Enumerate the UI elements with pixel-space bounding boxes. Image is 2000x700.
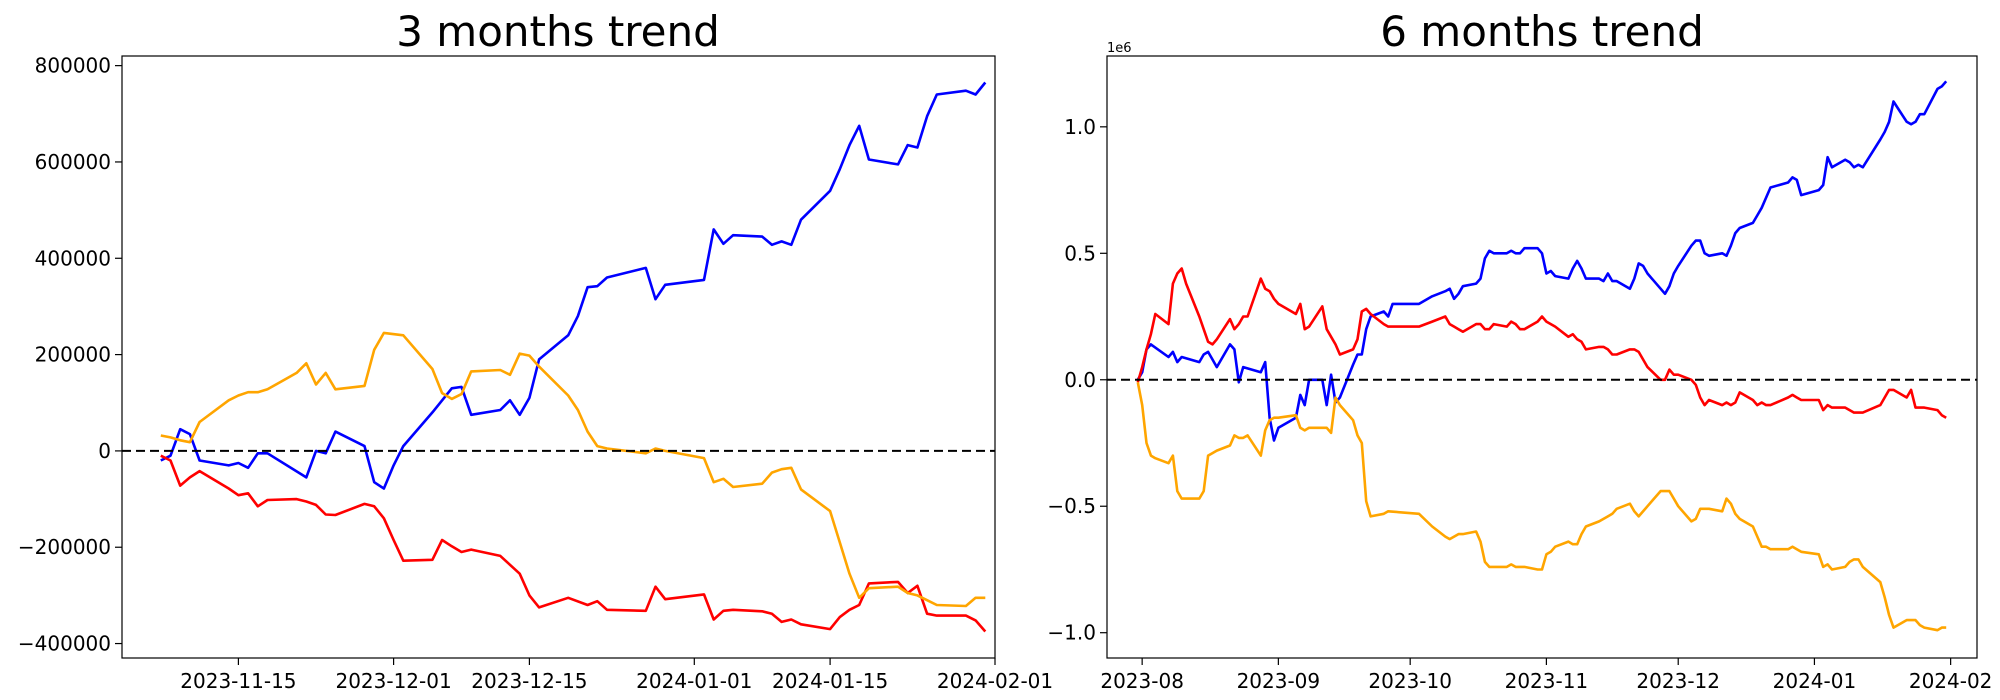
- series-line-2: [1136, 267, 1947, 419]
- plot-area: −1.0 −0.5 0.0 0.5 1.0 2023-08 2023-09 2023-10 20…: [1047, 55, 1993, 693]
- y-tick-label: −1.0: [1047, 621, 1096, 645]
- x-tick-label: 2023-12-01: [335, 669, 451, 693]
- x-tick-label: 2024-01-15: [772, 669, 888, 693]
- chart-title: 3 months trend: [396, 7, 720, 56]
- chart-6-months: 6 months trend 1e6 −1.0 −0.5 0.0 0.5 1.0 2023…: [1047, 7, 1992, 693]
- y-tick-label: −0.5: [1047, 494, 1096, 518]
- x-tick-label: 2024-02: [1909, 669, 1993, 693]
- x-tick-label: 2024-02-01: [937, 669, 1053, 693]
- series-line-3: [1136, 382, 1947, 632]
- x-tick-label: 2023-08: [1100, 669, 1184, 693]
- x-tick-label: 2024-01: [1773, 669, 1857, 693]
- x-tick-label: 2023-09: [1237, 669, 1321, 693]
- plot-area: −400000 −200000 0 200000 400000 600000 800000 2…: [18, 54, 1053, 693]
- chart-3-months: 3 months trend −400000 −200000 0 200000 4000…: [18, 7, 1053, 693]
- series-line-3: [160, 331, 986, 608]
- y-tick-label: 600000: [35, 150, 111, 174]
- y-tick-label: 0.0: [1064, 368, 1096, 392]
- y-tick-label: 1.0: [1064, 115, 1096, 139]
- axes-frame: [1106, 55, 1978, 659]
- y-tick-label: 0: [98, 439, 111, 463]
- x-tick-label: 2024-01-01: [636, 669, 752, 693]
- series-line-1: [160, 81, 987, 490]
- axes-frame: [121, 55, 996, 659]
- y-tick-label: 400000: [35, 246, 111, 270]
- x-tick-label: 2023-12: [1636, 669, 1720, 693]
- x-tick-label: 2023-11-15: [180, 669, 296, 693]
- y-offset-label: 1e6: [1107, 41, 1132, 56]
- y-tick-label: 200000: [35, 343, 111, 367]
- y-tick-label: 0.5: [1064, 241, 1096, 265]
- series-line-2: [160, 454, 987, 633]
- series-line-1: [1136, 80, 1948, 442]
- chart-title: 6 months trend: [1380, 7, 1704, 56]
- x-tick-label: 2023-11: [1505, 669, 1589, 693]
- x-tick-label: 2023-10: [1368, 669, 1452, 693]
- y-tick-label: −200000: [18, 535, 111, 559]
- y-tick-label: 800000: [35, 54, 111, 78]
- x-tick-label: 2023-12-15: [471, 669, 587, 693]
- y-tick-label: −400000: [18, 632, 111, 656]
